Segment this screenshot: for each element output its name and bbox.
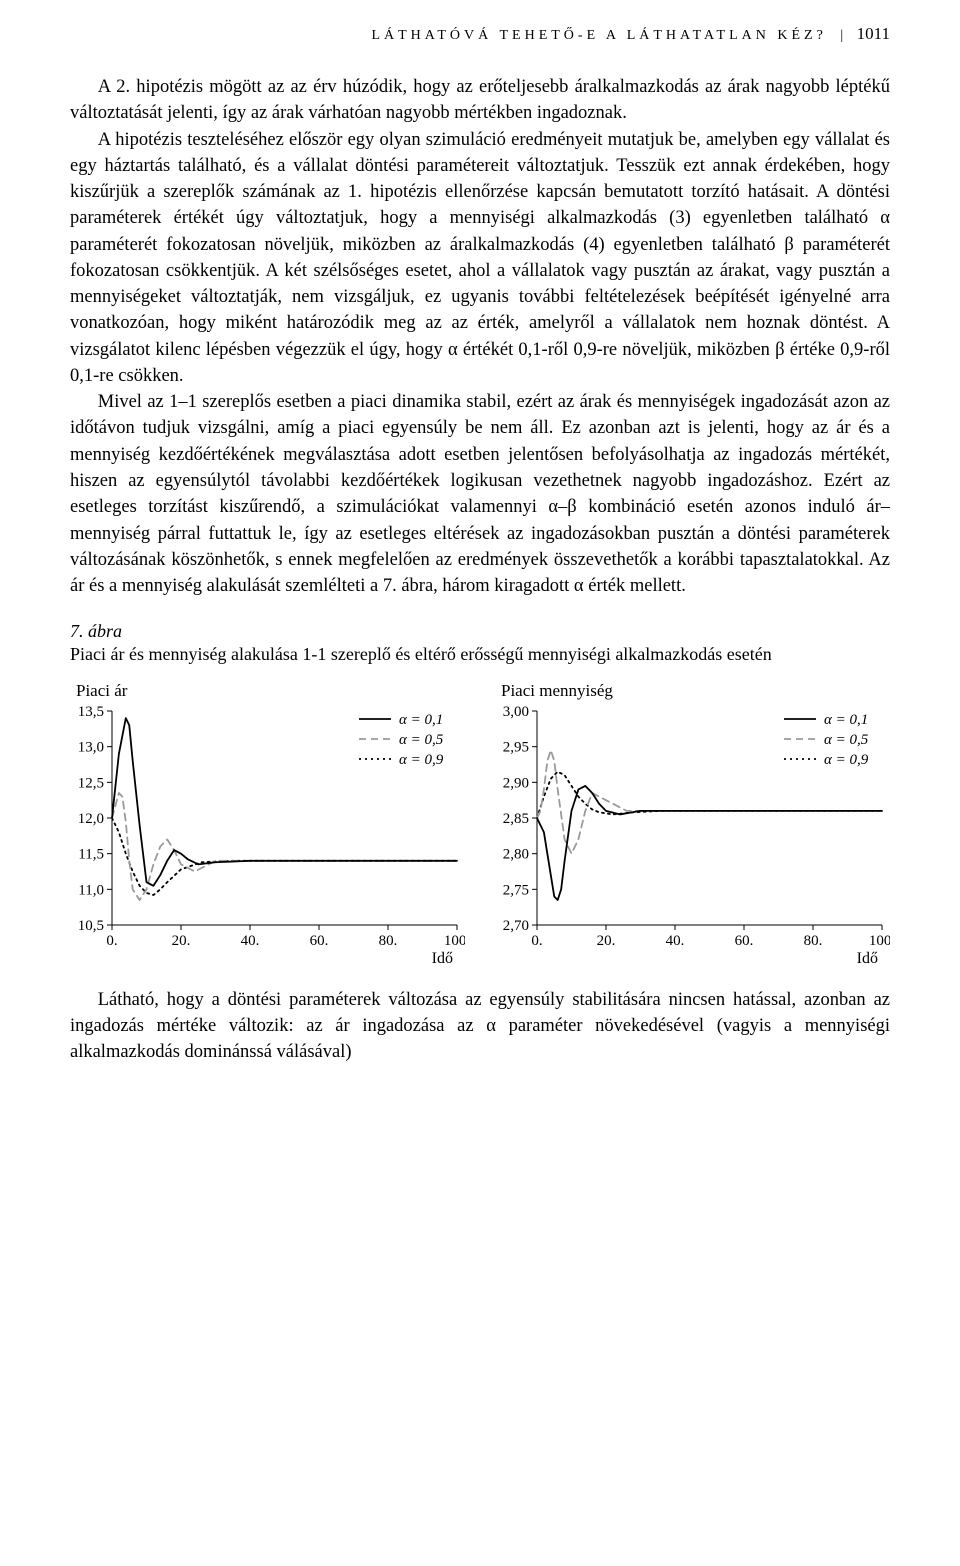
svg-text:2,85: 2,85 [503,811,529,827]
paragraph-1: A 2. hipotézis mögött az az érv húzódik,… [70,74,890,127]
svg-text:80.: 80. [379,933,398,949]
svg-text:α = 0,9: α = 0,9 [399,752,444,768]
left-chart-box: Piaci ár 10,5 11,0 11,5 12,0 12,5 13,0 13,5 0. 2… [70,681,465,965]
svg-text:40.: 40. [241,933,260,949]
svg-text:α = 0,5: α = 0,5 [399,732,444,748]
figure-label: 7. ábra [70,621,890,642]
svg-text:12,5: 12,5 [78,775,104,791]
svg-text:20.: 20. [597,933,616,949]
svg-text:Idő: Idő [857,950,878,965]
svg-text:10,5: 10,5 [78,918,104,934]
svg-text:11,5: 11,5 [78,846,104,862]
page-number: 1011 [857,24,890,43]
body-text-after: Látható, hogy a döntési paraméterek vált… [70,987,890,1066]
svg-text:2,70: 2,70 [503,918,529,934]
right-chart-title: Piaci mennyiség [501,681,890,701]
svg-text:0.: 0. [531,933,542,949]
right-chart-box: Piaci mennyiség 2,70 2,75 2,80 2,85 2,90 2,95… [495,681,890,965]
figure-caption: Piaci ár és mennyiség alakulása 1-1 szer… [70,642,890,666]
svg-text:13,0: 13,0 [78,739,104,755]
svg-text:100.: 100. [869,933,890,949]
right-chart: 2,70 2,75 2,80 2,85 2,90 2,95 3,00 0. 20. 40. 60. 8… [495,705,890,965]
svg-text:α = 0,5: α = 0,5 [824,732,869,748]
running-title: LÁTHATÓVÁ TEHETŐ-E A LÁTHATATLAN KÉZ? [371,28,826,43]
svg-text:α = 0,1: α = 0,1 [824,712,868,728]
paragraph-3: Mivel az 1–1 szereplős esetben a piaci d… [70,389,890,599]
body-text: A 2. hipotézis mögött az az érv húzódik,… [70,74,890,599]
svg-text:40.: 40. [666,933,685,949]
svg-text:α = 0,1: α = 0,1 [399,712,443,728]
svg-text:11,0: 11,0 [78,882,104,898]
left-chart: 10,5 11,0 11,5 12,0 12,5 13,0 13,5 0. 20. 40. 60. 8… [70,705,465,965]
running-head: LÁTHATÓVÁ TEHETŐ-E A LÁTHATATLAN KÉZ? | … [70,24,890,44]
svg-text:2,80: 2,80 [503,846,529,862]
paragraph-4: Látható, hogy a döntési paraméterek vált… [70,987,890,1066]
svg-text:2,75: 2,75 [503,882,529,898]
svg-text:α = 0,9: α = 0,9 [824,752,869,768]
svg-text:60.: 60. [310,933,329,949]
svg-text:12,0: 12,0 [78,811,104,827]
svg-text:0.: 0. [106,933,117,949]
svg-text:60.: 60. [735,933,754,949]
left-chart-title: Piaci ár [76,681,465,701]
svg-text:20.: 20. [172,933,191,949]
svg-text:2,90: 2,90 [503,775,529,791]
svg-text:Idő: Idő [432,950,453,965]
charts-row: Piaci ár 10,511,011,512,012,513,013,50.2… [70,681,890,965]
separator: | [840,28,843,43]
svg-text:13,5: 13,5 [78,705,104,720]
svg-text:2,95: 2,95 [503,739,529,755]
svg-text:80.: 80. [804,933,823,949]
svg-text:3,00: 3,00 [503,705,529,720]
paragraph-2: A hipotézis teszteléséhez először egy ol… [70,127,890,390]
svg-text:100.: 100. [444,933,465,949]
